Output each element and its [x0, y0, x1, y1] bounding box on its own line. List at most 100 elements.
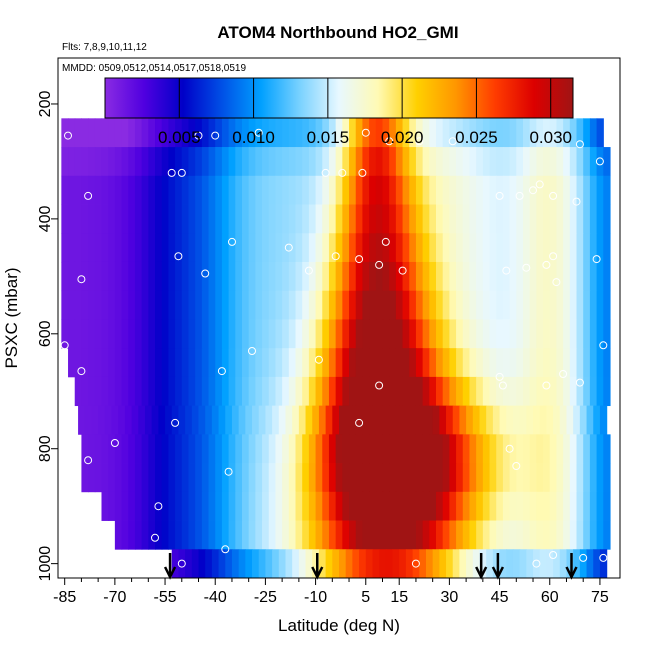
heatmap-cell	[188, 233, 196, 263]
heatmap-cell	[305, 549, 313, 579]
heatmap-cell	[195, 233, 203, 263]
heatmap-cell	[349, 463, 357, 493]
heatmap-cell	[141, 118, 149, 148]
heatmap-cell	[101, 376, 109, 407]
heatmap-cell	[415, 147, 424, 177]
heatmap-cell	[509, 491, 517, 521]
heatmap-cell	[442, 319, 450, 349]
heatmap-cell	[362, 261, 370, 292]
heatmap-cell	[589, 434, 598, 464]
heatmap-cell	[422, 175, 430, 205]
heatmap-cell	[121, 233, 129, 263]
sample-point	[381, 237, 390, 246]
heatmap-cell	[268, 233, 277, 263]
heatmap-cell	[295, 463, 303, 493]
heatmap-cell	[489, 434, 497, 464]
heatmap-cell	[533, 549, 541, 579]
heatmap-cell	[161, 348, 169, 378]
heatmap-cell	[61, 233, 69, 263]
heatmap-cell	[449, 463, 457, 493]
heatmap-cell	[362, 175, 370, 205]
heatmap-cell	[335, 520, 343, 550]
heatmap-cell	[375, 147, 384, 177]
heatmap-cell	[563, 319, 571, 349]
heatmap-cell	[272, 549, 280, 579]
heatmap-cell	[108, 118, 116, 148]
heatmap-cell	[205, 405, 213, 435]
heatmap-cells	[61, 89, 611, 579]
heatmap-cell	[369, 463, 377, 493]
heatmap-cell	[422, 491, 430, 521]
heatmap-cell	[589, 491, 598, 521]
heatmap-cell	[228, 348, 236, 378]
heatmap-cell	[248, 147, 256, 177]
heatmap-cell	[556, 463, 564, 493]
heatmap-cell	[556, 520, 564, 550]
heatmap-cell	[282, 261, 290, 292]
heatmap-cell	[328, 376, 337, 407]
heatmap-cell	[121, 290, 129, 320]
heatmap-cell	[482, 118, 491, 148]
heatmap-cell	[201, 319, 210, 349]
sample-point	[411, 559, 420, 568]
flight-arrows	[163, 553, 578, 580]
heatmap-cell	[335, 290, 343, 320]
heatmap-cell	[469, 434, 477, 464]
heatmap-cell	[359, 549, 367, 579]
heatmap-cell	[178, 549, 186, 579]
heatmap-cell	[566, 549, 574, 579]
heatmap-cell	[556, 348, 564, 378]
heatmap-cell	[422, 520, 430, 550]
heatmap-cell	[469, 204, 477, 234]
heatmap-cell	[295, 118, 303, 148]
sample-point	[592, 255, 601, 264]
heatmap-cell	[268, 376, 277, 407]
heatmap-cell	[262, 491, 270, 521]
heatmap-cell	[141, 319, 149, 349]
heatmap-cell	[489, 147, 497, 177]
heatmap-cell	[308, 147, 317, 177]
heatmap-cell	[268, 348, 277, 378]
heatmap-cell	[382, 147, 390, 177]
heatmap-cell	[509, 319, 517, 349]
heatmap-cell	[268, 147, 277, 177]
heatmap-cell	[302, 118, 310, 148]
heatmap-cell	[502, 175, 511, 205]
heatmap-cell	[436, 319, 444, 349]
heatmap-cell	[228, 463, 236, 493]
heatmap-cell	[181, 175, 190, 205]
x-tick-label: -55	[153, 589, 176, 606]
heatmap-cell	[302, 463, 310, 493]
heatmap-cell	[395, 376, 404, 407]
heatmap-cell	[402, 463, 410, 493]
heatmap-cell	[308, 175, 317, 205]
heatmap-cell	[589, 204, 598, 234]
heatmap-cell	[141, 491, 149, 521]
heatmap-cell	[322, 348, 330, 378]
heatmap-cell	[61, 118, 69, 148]
heatmap-cell	[576, 520, 584, 550]
heatmap-cell	[409, 290, 417, 320]
heatmap-cell	[415, 376, 424, 407]
heatmap-cell	[382, 491, 390, 521]
heatmap-cell	[335, 491, 343, 521]
heatmap-cell	[395, 520, 404, 550]
heatmap-cell	[308, 463, 317, 493]
heatmap-cell	[399, 549, 407, 579]
dates-note: MMDD: 0509,0512,0514,0517,0518,0519	[62, 63, 246, 74]
heatmap-cell	[248, 491, 256, 521]
heatmap-cell	[522, 491, 531, 521]
heatmap-cell	[422, 233, 430, 263]
heatmap-cell	[362, 319, 370, 349]
heatmap-cell	[201, 434, 210, 464]
heatmap-cell	[589, 348, 598, 378]
heatmap-cell	[372, 405, 380, 435]
heatmap-cell	[379, 405, 387, 435]
heatmap-cell	[589, 290, 598, 320]
heatmap-cell	[563, 434, 571, 464]
heatmap-cell	[61, 204, 69, 234]
heatmap-cell	[516, 290, 524, 320]
heatmap-cell	[459, 549, 467, 579]
heatmap-cell	[442, 520, 450, 550]
heatmap-cell	[589, 319, 598, 349]
